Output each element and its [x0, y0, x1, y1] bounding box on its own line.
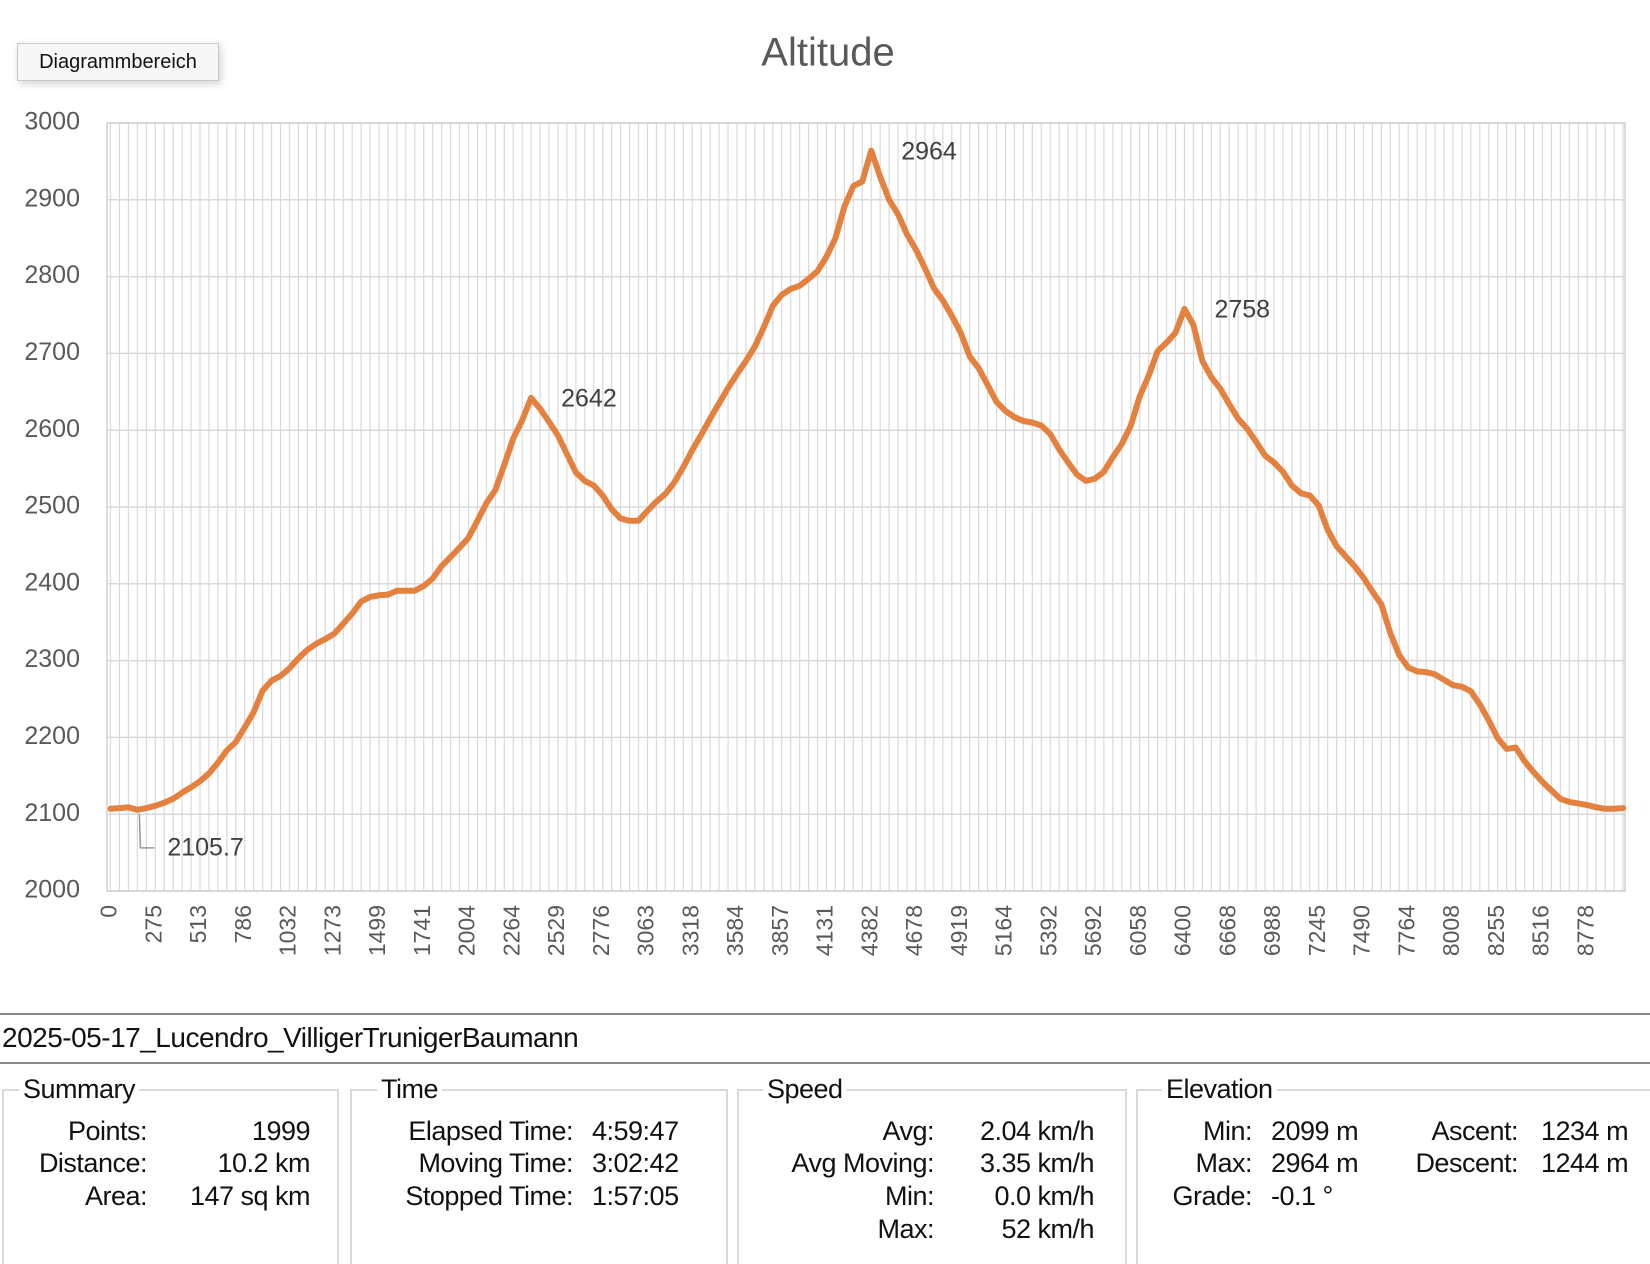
x-tick-label: 8778 — [1572, 905, 1598, 956]
stat-label: Min: — [1202, 1116, 1253, 1146]
stat-label: Max: — [877, 1214, 934, 1244]
series-line — [107, 147, 1626, 813]
x-tick-label: 4919 — [946, 905, 972, 956]
x-tick-label: 513 — [185, 905, 211, 943]
x-tick-label: 4131 — [812, 905, 838, 956]
stat-value: 1999 — [251, 1116, 311, 1146]
stat-label: Distance: — [38, 1148, 148, 1178]
stat-value: -0.1 ° — [1271, 1181, 1333, 1211]
x-tick-label: 4678 — [901, 905, 927, 956]
y-tick-label: 2200 — [24, 722, 80, 750]
chart: Altitude 2000 2100 2200 2300 2400 2500 2600 270… — [24, 31, 1626, 956]
group-box — [350, 1089, 728, 1264]
y-tick-label: 2000 — [24, 876, 80, 904]
group-title: Time — [377, 1074, 442, 1104]
stat-label: Avg Moving: — [791, 1148, 934, 1178]
data-label: 2642 — [561, 385, 617, 413]
stat-label: Grade: — [1172, 1181, 1252, 1211]
y-tick-label: 2500 — [24, 492, 80, 520]
x-tick-label: 3584 — [722, 905, 748, 956]
x-tick-label: 6988 — [1259, 905, 1285, 956]
x-tick-label: 3857 — [767, 905, 793, 956]
x-tick-label: 8516 — [1528, 905, 1554, 956]
x-tick-label: 6668 — [1214, 905, 1240, 956]
data-label: 2758 — [1214, 295, 1270, 323]
y-tick-label: 2100 — [24, 799, 80, 827]
y-tick-label: 2600 — [24, 415, 80, 443]
stat-value: 10.2 km — [217, 1148, 310, 1178]
x-tick-label: 786 — [230, 905, 256, 943]
x-tick-label: 2529 — [543, 905, 569, 956]
x-tick-label: 7245 — [1304, 905, 1330, 956]
x-tick-label: 6400 — [1170, 905, 1196, 956]
stat-label: Elapsed Time: — [408, 1116, 573, 1146]
stat-value: 2.04 km/h — [979, 1116, 1095, 1146]
divider — [0, 1062, 1650, 1064]
group-title: Speed — [763, 1074, 847, 1104]
stat-value: 2964 m — [1271, 1148, 1359, 1178]
stat-value: 3.35 km/h — [979, 1148, 1095, 1178]
stat-value: 3:02:42 — [592, 1148, 679, 1178]
x-tick-label: 3063 — [633, 905, 659, 956]
stat-value: 2099 m — [1271, 1116, 1359, 1146]
x-tick-label: 1273 — [319, 905, 345, 956]
x-tick-label: 8255 — [1483, 905, 1509, 956]
plot-border — [106, 122, 1626, 892]
stat-value: 1:57:05 — [592, 1181, 679, 1211]
x-tick-label: 2776 — [588, 905, 614, 956]
stat-label: Stopped Time: — [405, 1181, 573, 1211]
x-tick-label: 7490 — [1349, 905, 1375, 956]
stat-value: 4:59:47 — [592, 1116, 679, 1146]
chart-title: Altitude — [761, 31, 894, 75]
x-tick-label: 2264 — [498, 905, 524, 956]
stat-value: 52 km/h — [1001, 1214, 1094, 1244]
divider — [0, 1013, 1650, 1015]
x-tick-label: 8008 — [1438, 905, 1464, 956]
stat-label: Ascent: — [1431, 1116, 1518, 1146]
stat-label: Moving Time: — [418, 1148, 573, 1178]
stat-value: 1244 m — [1541, 1148, 1629, 1178]
x-tick-label: 0 — [96, 905, 122, 918]
stat-value: 1234 m — [1541, 1116, 1629, 1146]
x-tick-label: 5392 — [1035, 905, 1061, 956]
x-tick-label: 5692 — [1080, 905, 1106, 956]
y-tick-label: 2400 — [24, 568, 80, 596]
stat-label: Descent: — [1415, 1148, 1518, 1178]
x-tick-label: 1499 — [364, 905, 390, 956]
x-tick-label: 5164 — [991, 905, 1017, 956]
stat-label: Area: — [84, 1181, 148, 1211]
y-tick-label: 2300 — [24, 645, 80, 673]
group-title: Summary — [19, 1074, 140, 1104]
file-name: 2025-05-17_Lucendro_VilligerTrunigerBaum… — [2, 1022, 579, 1053]
stat-label: Min: — [884, 1181, 935, 1211]
stat-value: 147 sq km — [189, 1181, 311, 1211]
stat-label: Points: — [67, 1116, 148, 1146]
x-tick-label: 4382 — [856, 905, 882, 956]
y-tick-label: 2700 — [24, 338, 80, 366]
x-tick-label: 2004 — [454, 905, 480, 956]
label-leader — [138, 813, 155, 849]
stat-value: 0.0 km/h — [994, 1181, 1094, 1211]
x-tick-label: 6058 — [1125, 905, 1151, 956]
group-title: Elevation — [1162, 1074, 1277, 1104]
x-tick-label: 7764 — [1393, 905, 1419, 956]
x-tick-label: 3318 — [677, 905, 703, 956]
y-tick-label: 3000 — [24, 108, 80, 136]
y-tick-label: 2900 — [24, 184, 80, 212]
group-box — [2, 1089, 339, 1264]
data-label: 2105.7 — [167, 833, 243, 861]
data-label: 2964 — [901, 137, 957, 165]
x-tick-label: 1741 — [409, 905, 435, 956]
y-tick-label: 2800 — [24, 261, 80, 289]
tooltip: Diagrammbereich — [17, 43, 219, 81]
x-tick-label: 275 — [140, 905, 166, 943]
x-tick-label: 1032 — [275, 905, 301, 956]
group-box — [1136, 1089, 1650, 1264]
group-box — [737, 1089, 1127, 1264]
stat-label: Avg: — [882, 1116, 934, 1146]
stat-label: Max: — [1195, 1148, 1252, 1178]
